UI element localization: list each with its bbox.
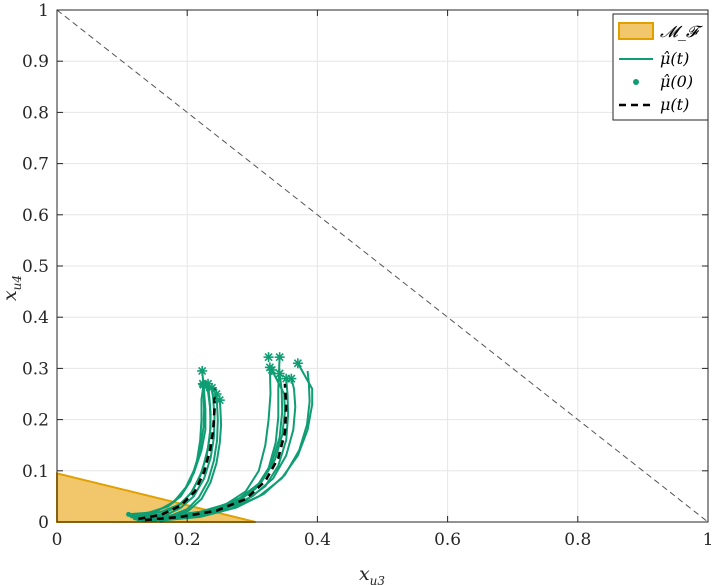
y-tick-label: 0.4 — [22, 308, 49, 328]
estimate-trajectory — [144, 369, 286, 520]
x-tick-label: 1 — [703, 530, 714, 550]
y-tick-label: 1 — [38, 1, 49, 21]
y-axis-label: xu4 — [0, 275, 24, 301]
initial-markers — [197, 352, 303, 406]
initial-point-marker — [197, 365, 208, 376]
y-tick-label: 0.1 — [22, 462, 49, 482]
diagonal-line — [56, 9, 709, 523]
mean-trajectory — [138, 387, 216, 521]
legend-swatch-region — [618, 22, 654, 40]
estimate-trajectory — [135, 367, 272, 519]
estimate-trajectory — [141, 387, 216, 520]
legend-label-mean: μ(t) — [660, 95, 689, 114]
estimate-trajectory — [134, 386, 212, 519]
tick-labels: 0 0.2 0.4 0.6 0.8 1 0 0.1 0.2 0.3 0.4 0.5 0.6 0.7 0.8 0… — [22, 1, 713, 550]
x-tick-label: 0 — [52, 530, 63, 550]
initial-point-marker — [286, 373, 297, 384]
initial-point-marker — [274, 352, 285, 363]
y-tick-label: 0.6 — [22, 206, 49, 226]
x-tick-label: 0.6 — [434, 530, 461, 550]
y-tick-label: 0.9 — [22, 52, 49, 72]
y-tick-label: 0.8 — [22, 103, 49, 123]
legend-label-region: 𝓜_𝓕 — [660, 22, 704, 41]
y-tick-label: 0.3 — [22, 359, 49, 379]
initial-point-marker — [263, 352, 274, 363]
legend-label-initial: μ̂(0) — [660, 72, 693, 91]
initial-point-marker — [292, 358, 303, 369]
y-tick-label: 0.5 — [22, 257, 49, 277]
legend-label-estimate: μ̂(t) — [660, 49, 689, 68]
diagonal-dashed-line — [56, 9, 709, 523]
x-axis-label: xu3 — [359, 563, 385, 585]
initial-point-marker — [214, 395, 225, 406]
x-tick-label: 0.4 — [304, 530, 331, 550]
legend-swatch-initial — [633, 79, 639, 85]
estimate-trajectory — [131, 383, 206, 517]
mean-trajectory — [144, 383, 288, 522]
x-tick-label: 0.8 — [564, 530, 591, 550]
estimate-trajectory — [144, 393, 219, 521]
legend: 𝓜_𝓕 μ̂(t) μ̂(0) μ(t) — [612, 13, 709, 121]
series-layer — [126, 357, 314, 523]
estimate-trajectory — [161, 370, 311, 522]
x-tick-label: 0.2 — [174, 530, 201, 550]
initial-point-marker — [274, 368, 285, 379]
y-tick-label: 0 — [38, 513, 49, 533]
initial-point-marker — [201, 381, 212, 392]
y-tick-label: 0.2 — [22, 411, 49, 431]
y-tick-label: 0.7 — [22, 155, 49, 175]
initial-point-marker — [266, 364, 277, 375]
